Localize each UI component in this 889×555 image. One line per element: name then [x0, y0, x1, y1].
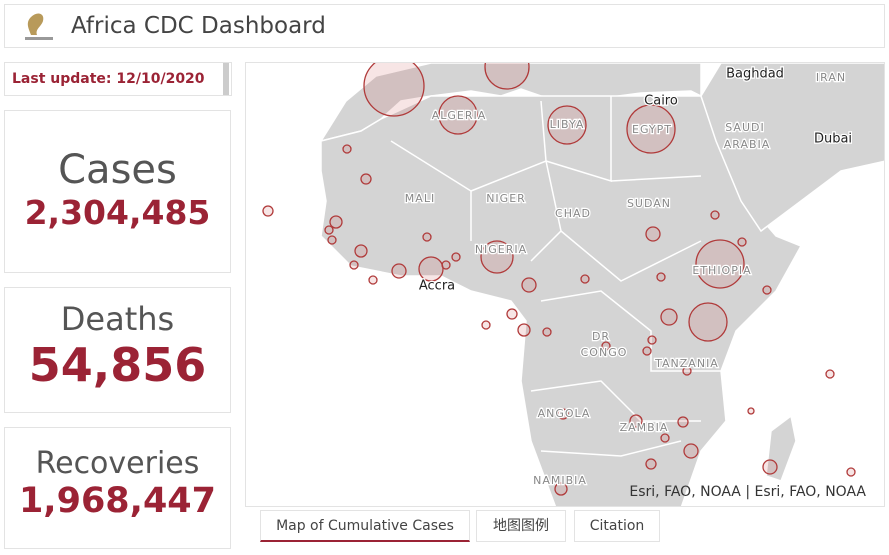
map-label: CHAD [555, 207, 591, 220]
last-update-box: Last update: 12/10/2020 [4, 62, 232, 96]
map-symbol [737, 237, 747, 247]
deaths-card: Deaths 54,856 [4, 287, 231, 413]
recoveries-card: Recoveries 1,968,447 [4, 427, 231, 549]
map-symbol [601, 341, 611, 351]
map-canvas: Baghdad IRAN Cairo SAUDI ARABIA Dubai ALGERIA L… [262, 63, 884, 506]
map-symbol [642, 346, 652, 356]
map-symbol [683, 443, 699, 459]
map-label: NIGER [486, 192, 526, 205]
map-label: IRAN [816, 71, 846, 84]
map-label: ARABIA [724, 138, 771, 151]
attribution: Esri, FAO, NOAA | Esri, FAO, NOAA [629, 484, 866, 500]
map-symbol [825, 369, 835, 379]
map-symbol [645, 458, 657, 470]
map-symbol [626, 104, 676, 154]
map-symbol [557, 408, 569, 420]
map-symbol [688, 302, 728, 342]
map-label: Baghdad [726, 67, 784, 82]
tab[interactable]: Map of Cumulative Cases [260, 510, 470, 542]
map-symbol [451, 252, 461, 262]
map-symbol [327, 235, 337, 245]
map-label: NAMIBIA [533, 474, 587, 487]
map-symbol [354, 244, 368, 258]
map-label: Accra [419, 279, 455, 294]
map-symbol [682, 366, 692, 376]
map-symbol [342, 144, 352, 154]
map-symbol [521, 277, 537, 293]
map-label: CONGO [581, 346, 628, 359]
map-label: SUDAN [627, 197, 671, 210]
map-label: MALI [405, 192, 435, 205]
tab[interactable]: Citation [574, 510, 660, 542]
map-symbol [517, 323, 531, 337]
map-symbol [677, 416, 689, 428]
card-value: 1,968,447 [18, 481, 217, 521]
map-symbol [480, 240, 514, 274]
card-label: Cases [58, 147, 177, 193]
last-update: Last update: 12/10/2020 [12, 71, 205, 87]
map-symbol [418, 256, 444, 282]
map-symbol [645, 226, 661, 242]
map-symbol [441, 260, 451, 270]
map-symbol [660, 308, 678, 326]
map-label: ETHIOPIA [692, 264, 751, 277]
map-symbol [438, 95, 478, 135]
map-symbol [762, 459, 778, 475]
map-symbol [547, 105, 587, 145]
map-symbol [368, 275, 378, 285]
card-value: 54,856 [28, 338, 207, 392]
map-label: ANGOLA [538, 407, 591, 420]
map-label: ALGERIA [432, 109, 487, 122]
map-label: LIBYA [550, 118, 585, 131]
map-symbol [363, 63, 425, 117]
map-symbol [349, 260, 359, 270]
map-label: EGYPT [632, 123, 672, 136]
map[interactable]: Baghdad IRAN Cairo SAUDI ARABIA Dubai ALGERIA L… [245, 62, 885, 507]
map-label: NIGERIA [475, 243, 527, 256]
map-label: ZAMBIA [620, 421, 669, 434]
map-symbol [580, 274, 590, 284]
map-symbol [647, 335, 657, 345]
map-symbol [747, 407, 755, 415]
map-label: TANZANIA [654, 357, 719, 370]
map-label: DR [592, 330, 610, 343]
map-symbol [262, 205, 274, 217]
map-symbol [360, 173, 372, 185]
map-symbol [422, 232, 432, 242]
title: Africa CDC Dashboard [71, 13, 326, 39]
map-label: SAUDI [725, 121, 764, 134]
map-symbol [542, 327, 552, 337]
map-symbol [660, 433, 670, 443]
card-label: Recoveries [35, 446, 200, 481]
map-label: Dubai [814, 132, 852, 147]
map-label: Cairo [644, 94, 678, 109]
map-symbol [695, 239, 745, 289]
map-symbol [391, 263, 407, 279]
tab[interactable]: 地图图例 [476, 510, 566, 542]
header: Africa CDC Dashboard [4, 4, 885, 48]
map-symbol [846, 467, 856, 477]
map-symbol [656, 272, 666, 282]
map-symbol [506, 308, 518, 320]
map-symbol [762, 285, 772, 295]
logo [25, 13, 53, 40]
map-symbol [710, 210, 720, 220]
map-symbol [554, 482, 568, 496]
map-symbol [324, 225, 334, 235]
map-symbol [484, 63, 530, 90]
map-symbol [329, 215, 343, 229]
card-label: Deaths [60, 300, 175, 338]
map-symbol [481, 320, 491, 330]
card-value: 2,304,485 [24, 193, 211, 232]
map-symbol [629, 414, 643, 428]
cases-card: Cases 2,304,485 [4, 110, 231, 273]
